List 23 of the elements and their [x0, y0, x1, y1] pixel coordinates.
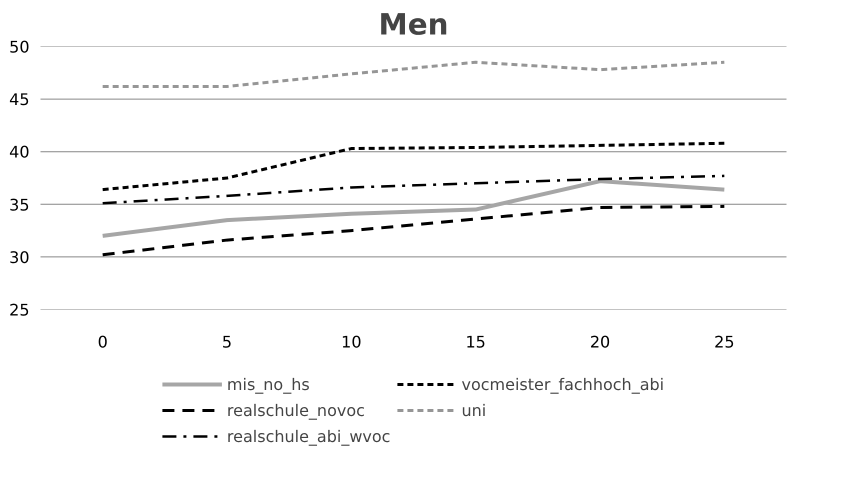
chart-title: Men [378, 8, 448, 42]
line-series [101, 204, 726, 256]
legend-label: realschule_novoc [226, 400, 365, 420]
y-tick-label: 50 [9, 38, 30, 56]
y-tick-label: 40 [9, 142, 30, 162]
y-tick-label: 25 [9, 300, 30, 320]
x-tick-label: 0 [98, 332, 108, 352]
x-tick-label: 20 [590, 332, 610, 352]
line-series [101, 142, 726, 192]
x-tick-label: 25 [714, 332, 735, 352]
y-tick-label: 45 [9, 90, 30, 110]
line-series [101, 174, 726, 204]
y-tick-label: 35 [9, 195, 30, 214]
y-tick-label: 30 [9, 248, 30, 267]
legend-label: vocmeister_fachhoch_abi [461, 374, 664, 394]
line-series [101, 60, 726, 88]
legend-label: uni [461, 400, 486, 420]
x-tick-label: 15 [465, 332, 486, 352]
line-series [100, 179, 726, 238]
legend-label: realschule_abi_wvoc [226, 426, 390, 446]
x-tick-label: 5 [222, 332, 232, 352]
legend-label: mis_no_hs [226, 374, 310, 394]
x-tick-label: 10 [341, 332, 362, 352]
